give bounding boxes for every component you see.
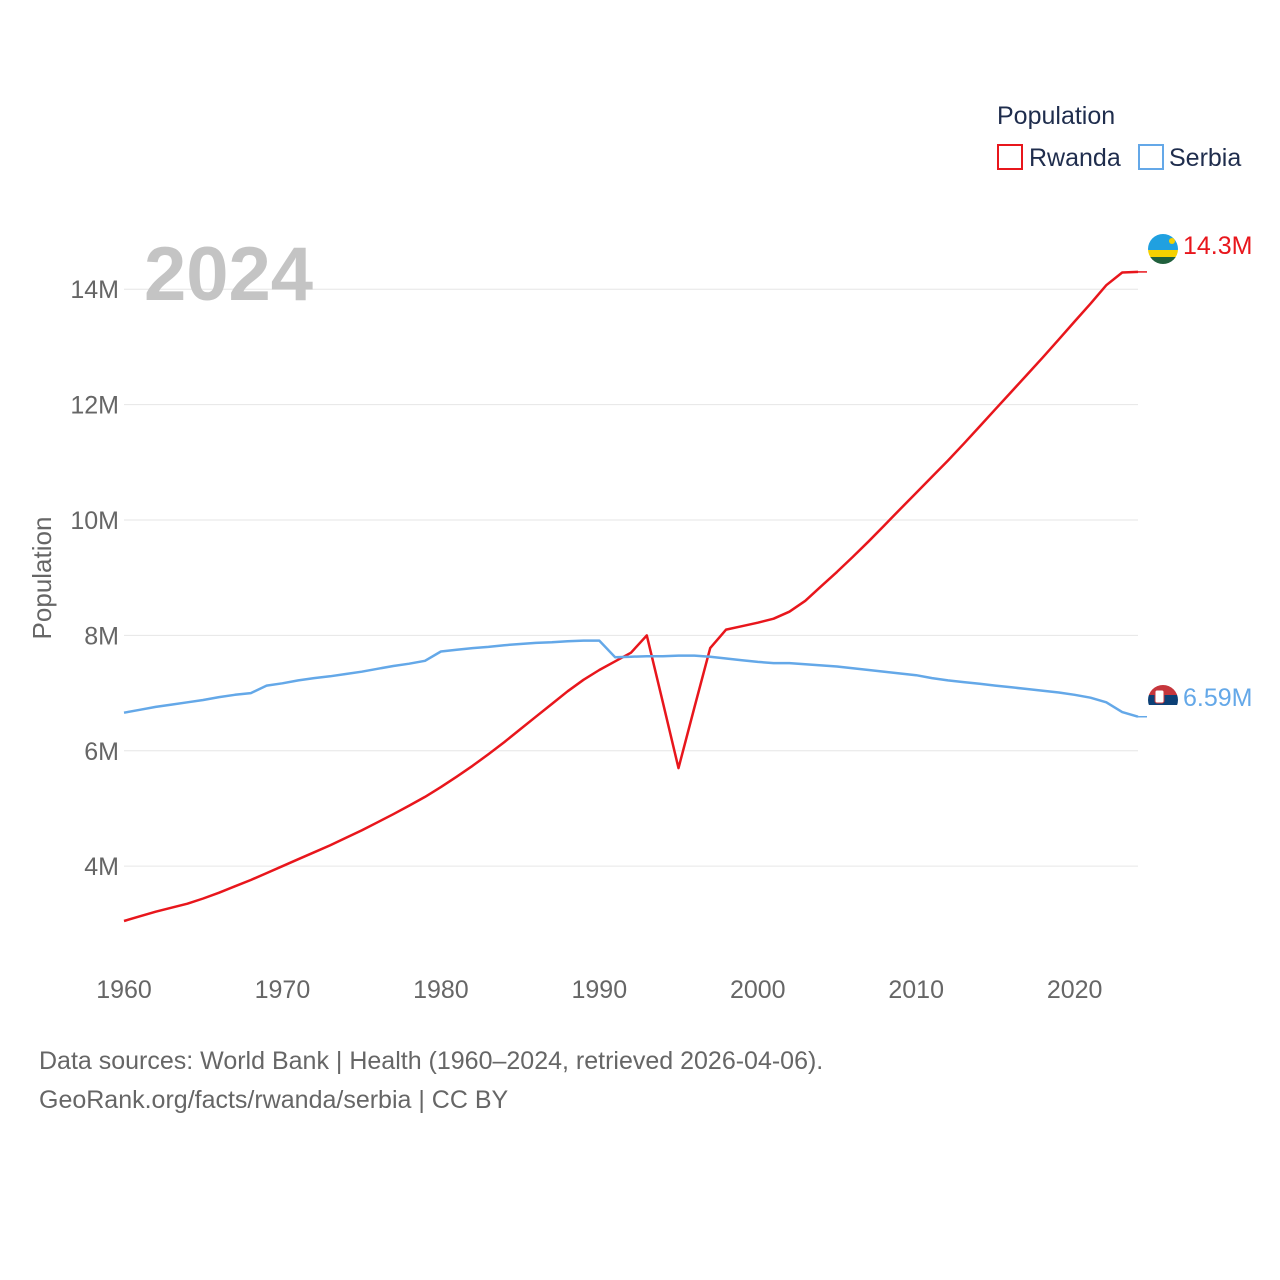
end-labels: 14.3M 6.59M (1138, 232, 1252, 718)
year-label: 2024 (144, 232, 313, 317)
x-tick-label: 2020 (1047, 976, 1103, 1004)
end-value-label: 6.59M (1183, 684, 1252, 712)
serbia-flag-icon (1148, 685, 1178, 715)
x-tick-label: 2010 (888, 976, 944, 1004)
legend-item-rwanda[interactable]: Rwanda (997, 144, 1121, 172)
series-line-rwanda[interactable] (123, 270, 1139, 923)
series-lines (123, 270, 1139, 923)
y-tick-label: 12M (70, 392, 119, 420)
legend-title: Population (997, 102, 1115, 130)
url-line[interactable]: GeoRank.org/facts/rwanda/serbia | CC BY (39, 1086, 509, 1114)
gridlines (124, 288, 1138, 867)
legend-swatch-serbia (1138, 144, 1164, 170)
x-axis-ticks: 1960 1970 1980 1990 2000 2010 2020 (96, 976, 1102, 1004)
end-value-label: 14.3M (1183, 232, 1252, 260)
y-axis-label: Population (27, 517, 57, 640)
y-tick-label: 8M (84, 622, 119, 650)
legend-swatch-rwanda (997, 144, 1023, 170)
rwanda-flag-icon (1148, 234, 1178, 264)
source-line: Data sources: World Bank | Health (1960–… (39, 1047, 823, 1075)
legend-label-rwanda: Rwanda (1029, 144, 1121, 172)
series-line-serbia[interactable] (123, 639, 1139, 718)
x-tick-label: 1970 (255, 976, 311, 1004)
x-tick-label: 1960 (96, 976, 152, 1004)
legend-item-serbia[interactable]: Serbia (1138, 144, 1241, 172)
y-tick-label: 6M (84, 738, 119, 766)
y-tick-label: 10M (70, 507, 119, 535)
y-tick-label: 14M (70, 276, 119, 304)
x-tick-label: 2000 (730, 976, 786, 1004)
y-axis-ticks: 4M 6M 8M 10M 12M 14M (70, 276, 119, 881)
legend: Population Rwanda Serbia (997, 102, 1241, 172)
y-tick-label: 4M (84, 853, 119, 881)
legend-label-serbia: Serbia (1169, 144, 1241, 172)
x-tick-label: 1990 (572, 976, 628, 1004)
x-tick-label: 1980 (413, 976, 469, 1004)
